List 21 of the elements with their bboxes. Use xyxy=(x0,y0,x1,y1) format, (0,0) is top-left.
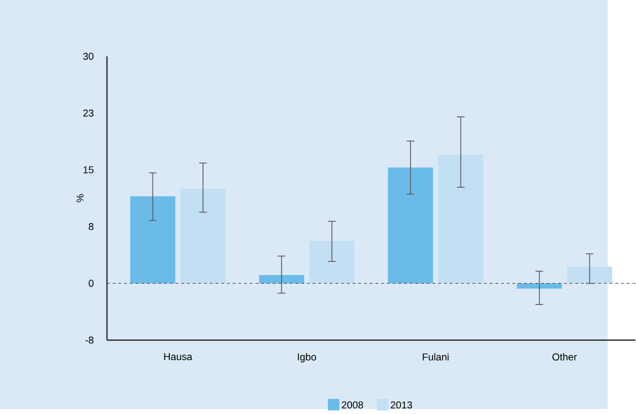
x-tick-label: Igbo xyxy=(298,353,316,363)
bar xyxy=(388,168,434,284)
y-tick-label: -8 xyxy=(85,336,94,344)
y-tick-label: 23 xyxy=(83,110,94,117)
bar xyxy=(567,266,612,284)
bar xyxy=(438,154,484,284)
legend-label: 2008 xyxy=(342,402,364,409)
bar xyxy=(516,283,562,289)
legend-label: 2013 xyxy=(390,402,412,409)
y-tick-label: 8 xyxy=(88,223,94,230)
x-tick-label: Hausa xyxy=(164,353,192,360)
bar xyxy=(309,241,354,284)
y-tick-label: 0 xyxy=(88,280,94,288)
bar xyxy=(259,275,304,284)
x-tick-label: Fulani xyxy=(422,353,449,361)
x-tick-label: Other xyxy=(552,353,577,361)
y-tick-label: 30 xyxy=(83,52,94,60)
bar xyxy=(180,188,226,284)
y-axis-title: % xyxy=(76,194,84,202)
y-tick-label: 15 xyxy=(84,166,94,174)
bar xyxy=(130,196,176,284)
